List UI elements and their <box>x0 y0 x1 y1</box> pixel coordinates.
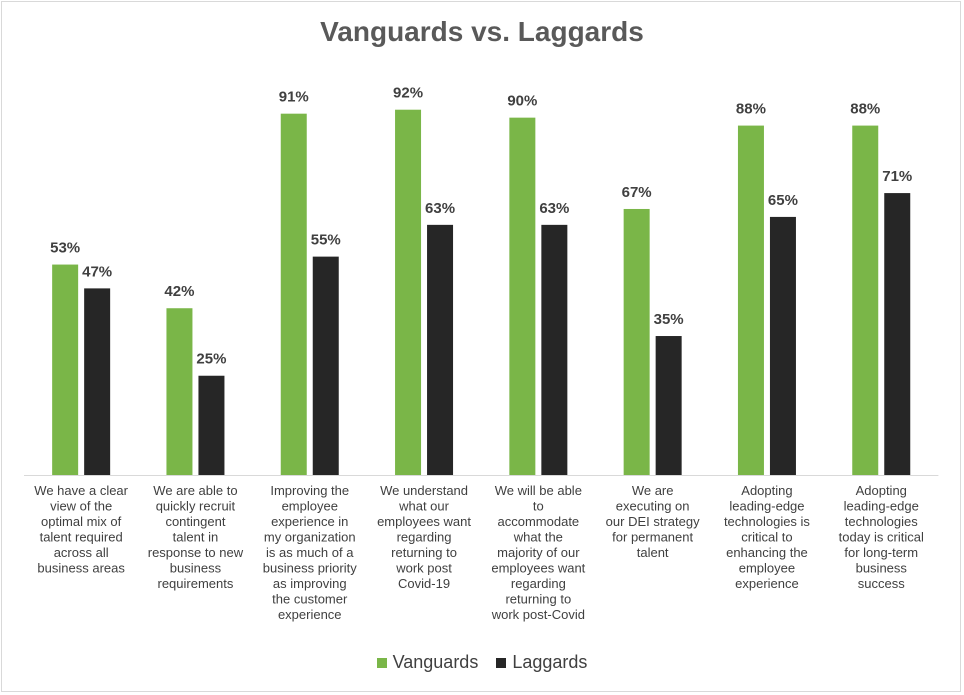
data-label-laggards-2: 25% <box>196 351 226 368</box>
category-label-8: Adopting leading-edge technologies today is… <box>839 483 924 591</box>
data-label-laggards-1: 47% <box>82 263 112 280</box>
legend-item-vanguards: Vanguards <box>376 652 479 673</box>
legend: Vanguards Laggards <box>0 652 964 673</box>
data-label-vanguards-2: 42% <box>164 283 194 300</box>
category-label-3: Improving the employee experience in my org… <box>263 483 357 622</box>
category-label-6: We are executing on our DEI strategy for pe… <box>606 483 700 560</box>
data-label-laggards-6: 35% <box>654 311 684 328</box>
legend-label-vanguards: Vanguards <box>392 652 479 672</box>
data-label-laggards-7: 65% <box>768 192 798 209</box>
category-label-4: We understand what our employees want regar… <box>377 483 471 591</box>
data-label-vanguards-3: 91% <box>279 89 309 106</box>
category-label-1: We have a clear view of the optimal mix of… <box>34 483 128 576</box>
legend-item-laggards: Laggards <box>496 652 587 673</box>
category-label-2: We are able to quickly recruit contingent t… <box>148 483 244 591</box>
bar-vanguards-3 <box>280 113 307 476</box>
data-label-vanguards-6: 67% <box>622 184 652 201</box>
bar-vanguards-2 <box>166 308 193 475</box>
data-label-vanguards-7: 88% <box>736 101 766 118</box>
data-label-vanguards-4: 92% <box>393 85 423 102</box>
bar-vanguards-8 <box>852 125 879 476</box>
data-label-vanguards-1: 53% <box>50 240 80 257</box>
bar-vanguards-5 <box>509 117 536 475</box>
data-label-laggards-4: 63% <box>425 200 455 217</box>
data-label-laggards-5: 63% <box>539 200 569 217</box>
legend-swatch-laggards <box>496 657 507 668</box>
data-label-vanguards-8: 88% <box>850 101 880 118</box>
bar-laggards-7 <box>769 216 796 476</box>
bar-laggards-4 <box>427 224 454 475</box>
bar-vanguards-6 <box>623 208 650 475</box>
legend-swatch-vanguards <box>376 657 387 668</box>
data-label-vanguards-5: 90% <box>507 93 537 110</box>
bar-vanguards-4 <box>395 109 422 476</box>
category-label-7: Adopting leading-edge technologies is criti… <box>724 483 810 591</box>
data-label-laggards-8: 71% <box>882 168 912 185</box>
bar-laggards-8 <box>884 193 911 475</box>
chart-title: Vanguards vs. Laggards <box>320 16 644 47</box>
bar-laggards-1 <box>84 288 111 475</box>
data-label-laggards-3: 55% <box>311 232 341 249</box>
bar-vanguards-1 <box>52 264 79 475</box>
bar-laggards-5 <box>541 224 568 475</box>
bar-laggards-3 <box>312 256 339 475</box>
legend-label-laggards: Laggards <box>512 652 588 672</box>
bar-vanguards-7 <box>737 125 764 476</box>
bar-laggards-6 <box>655 336 682 475</box>
category-label-5: We will be able to accommodate what the majo… <box>491 483 586 622</box>
bar-laggards-2 <box>198 375 225 475</box>
